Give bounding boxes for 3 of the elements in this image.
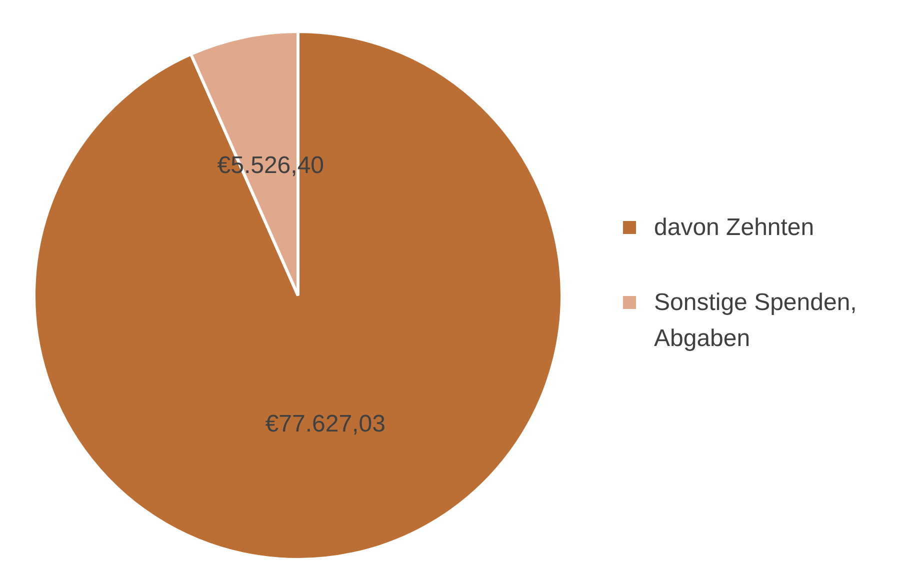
legend-label: davon Zehnten: [654, 213, 814, 243]
legend-label: Sonstige Spenden, Abgaben: [654, 288, 858, 354]
data-label: €77.627,03: [265, 410, 386, 438]
